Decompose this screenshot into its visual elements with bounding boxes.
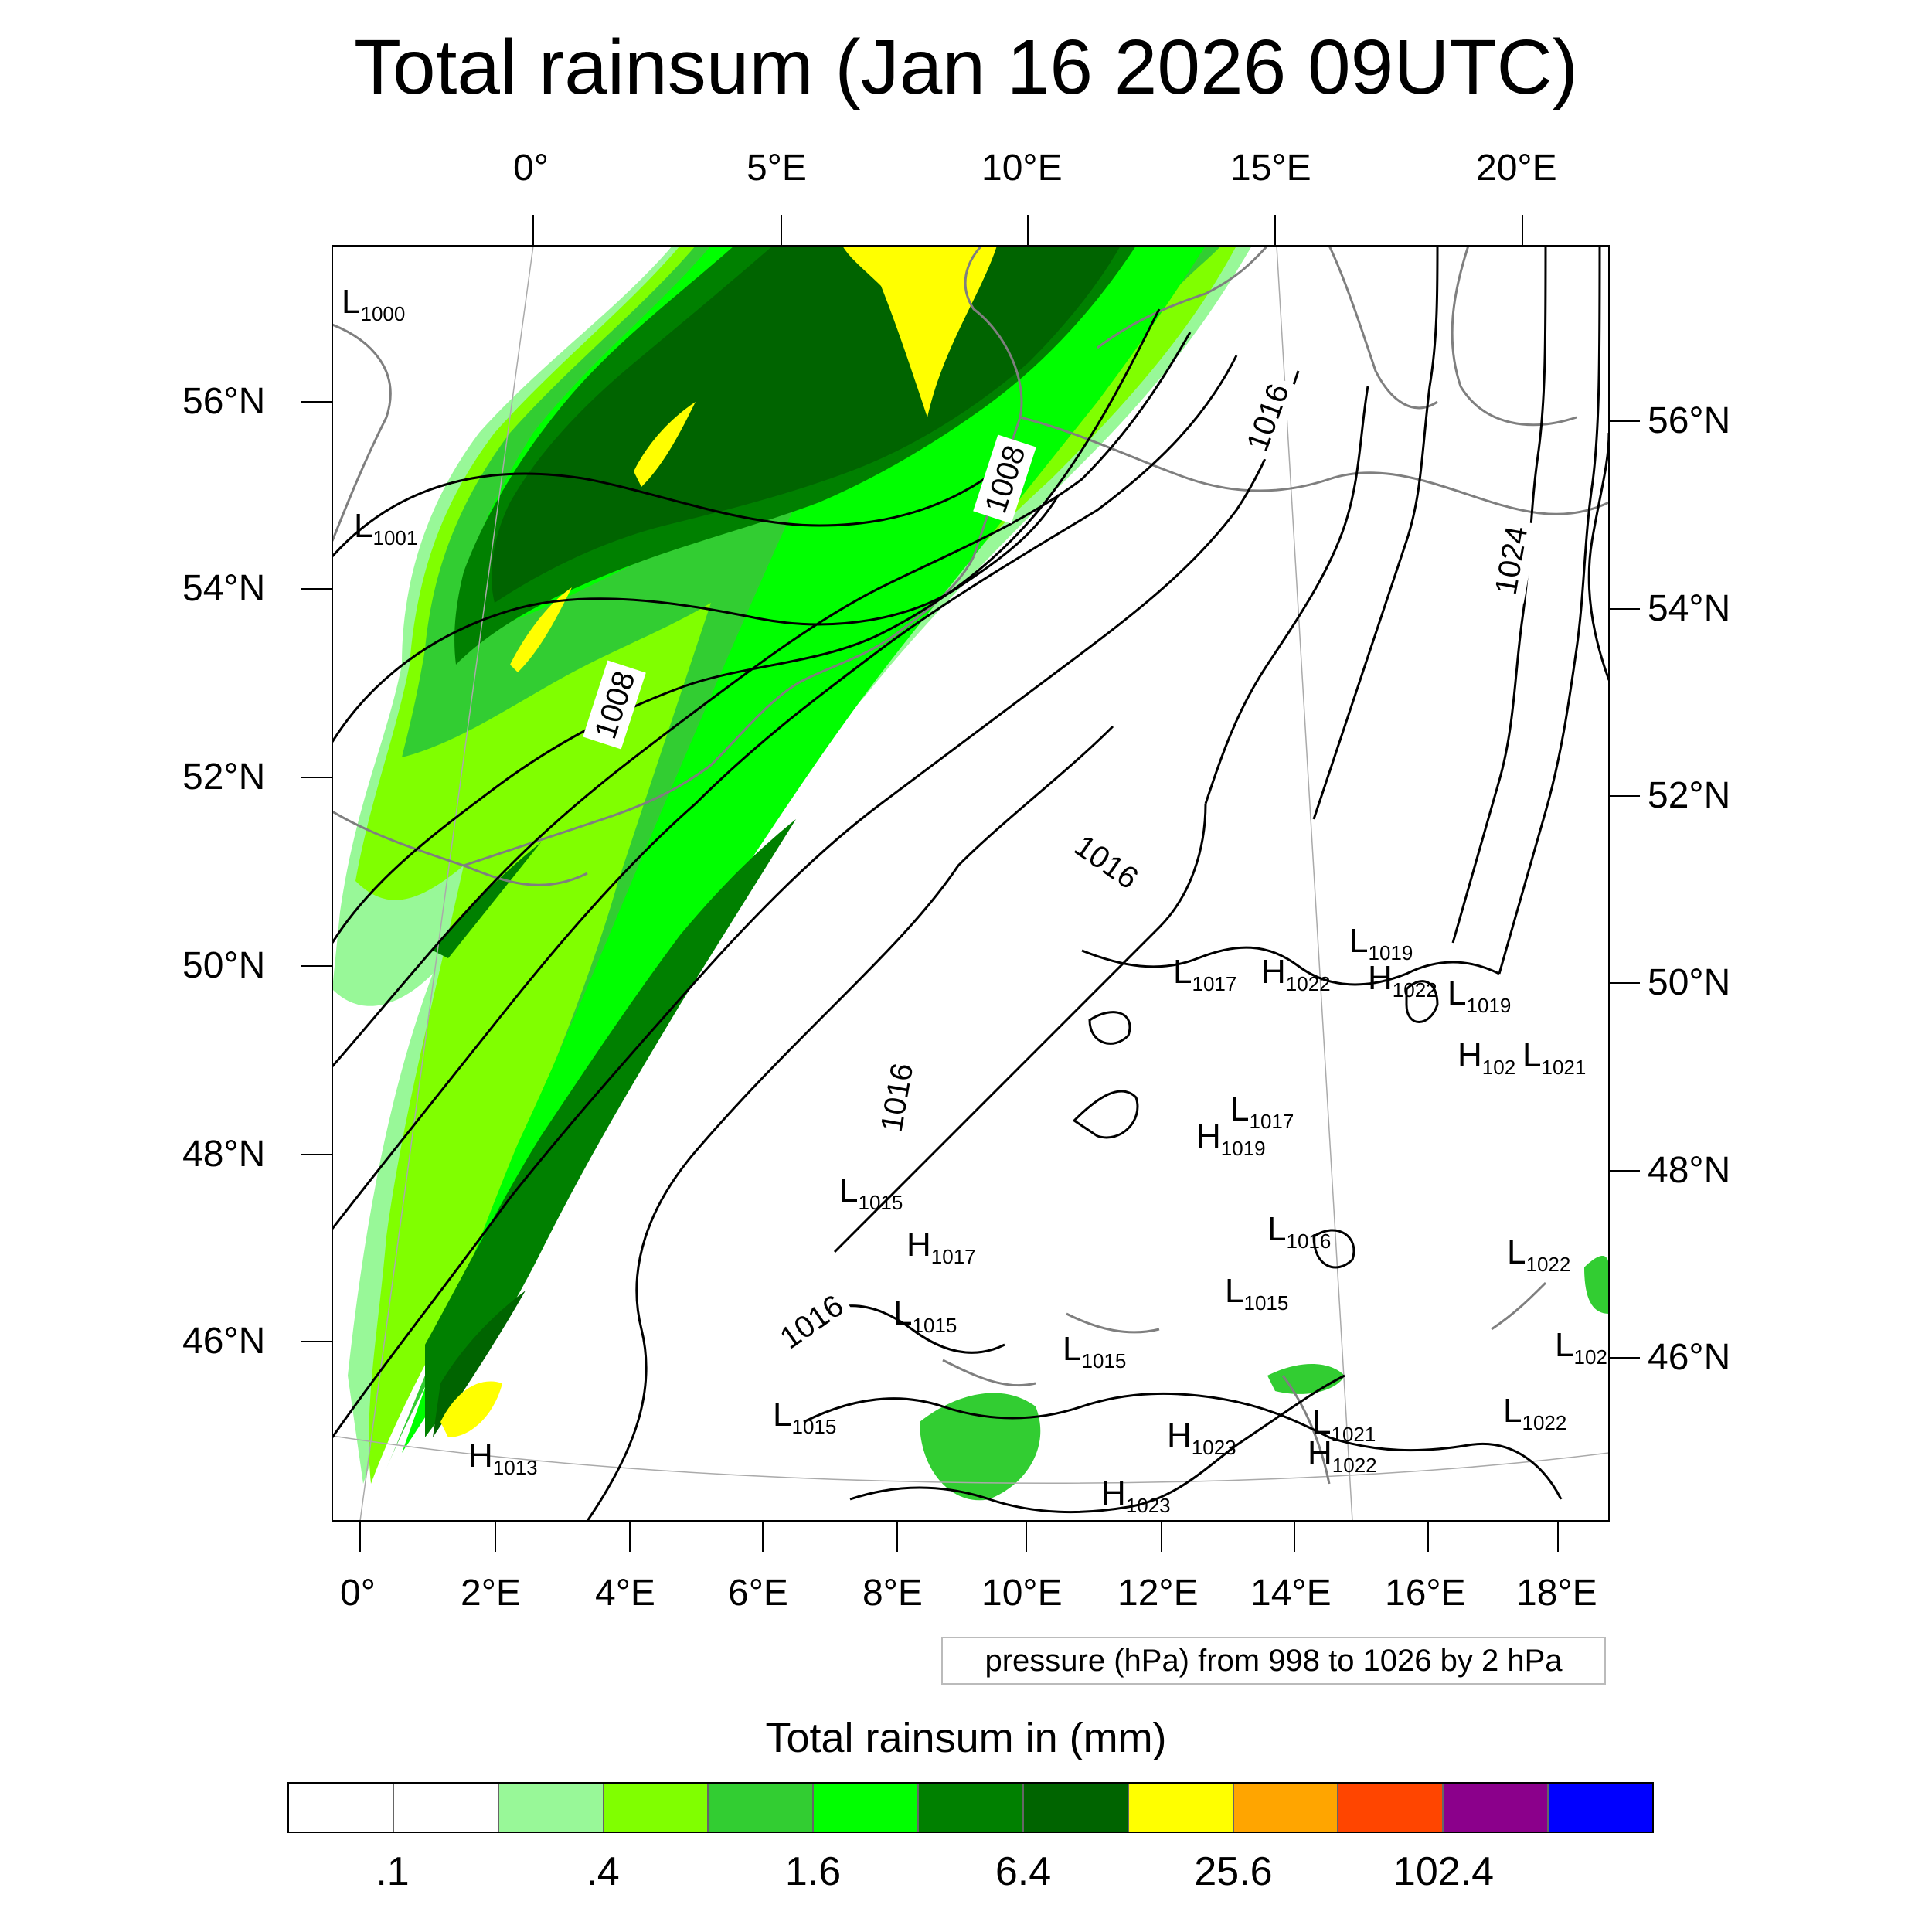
bottom-lon-label: 0° [340, 1573, 376, 1614]
colorbar-box [814, 1784, 920, 1832]
pressure-center: L1021 [1312, 1403, 1376, 1446]
pressure-center: H1022 [1368, 959, 1437, 1002]
pressure-center: L1019 [1447, 975, 1511, 1017]
colorbar-box [289, 1784, 394, 1832]
right-lat-label: 56°N [1648, 400, 1731, 441]
contour-info-box: pressure (hPa) from 998 to 1026 by 2 hPa [941, 1637, 1606, 1685]
colorbar-label: 1.6 [784, 1849, 842, 1894]
colorbar-box [1128, 1784, 1234, 1832]
pressure-center: H1019 [1196, 1117, 1266, 1160]
colorbar-box [1233, 1784, 1339, 1832]
pressure-center: L1019 [1349, 922, 1413, 964]
bottom-lon-label: 12°E [1117, 1573, 1199, 1614]
colorbar-label: .4 [586, 1849, 620, 1894]
colorbar-label: 102.4 [1393, 1849, 1495, 1894]
right-lat-label: 50°N [1648, 962, 1731, 1003]
colorbar-label: 25.6 [1194, 1849, 1273, 1894]
bottom-lon-label: 6°E [728, 1573, 788, 1614]
bottom-lon-label: 18°E [1516, 1573, 1597, 1614]
bottom-lon-label: 2°E [461, 1573, 521, 1614]
left-lat-label: 50°N [182, 945, 266, 986]
bottom-lon-label: 10°E [981, 1573, 1063, 1614]
rain-area-yellow [440, 246, 997, 1437]
bottom-lon-label: 8°E [862, 1573, 923, 1614]
pressure-center: L1022 [1507, 1233, 1570, 1276]
coastlines [332, 246, 1609, 1485]
top-lon-label: 5°E [747, 148, 807, 189]
isobar-labels: 1008 1008 1016 1016 1016 [583, 372, 1538, 1362]
right-lat-label: 48°N [1648, 1150, 1731, 1191]
colorbar-label: .1 [376, 1849, 410, 1894]
pressure-centers: L1000 L1001 H1013 L1015 H1017 L1015 L101… [342, 283, 1607, 1517]
pressure-center: H1023 [1167, 1417, 1236, 1459]
rain-area-southeast [920, 1256, 1609, 1501]
right-lat-label: 46°N [1648, 1337, 1731, 1378]
bottom-lon-label: 16°E [1385, 1573, 1466, 1614]
pressure-center: L1017 [1173, 953, 1236, 995]
colorbar-box [709, 1784, 815, 1832]
bottom-lon-label: 14°E [1250, 1573, 1332, 1614]
pressure-center: L1015 [1063, 1330, 1126, 1372]
map-frame [332, 245, 1610, 1522]
left-lat-label: 46°N [182, 1321, 266, 1362]
pressure-center: L1001 [354, 507, 417, 549]
top-lon-label: 15°E [1230, 148, 1311, 189]
top-lon-label: 0° [513, 148, 549, 189]
pressure-center: L1015 [893, 1294, 957, 1337]
colorbar-box [919, 1784, 1024, 1832]
tick-marks [301, 215, 1640, 1552]
colorbar-box [1338, 1784, 1444, 1832]
colorbar-box [1023, 1784, 1129, 1832]
graticule [332, 246, 1609, 1521]
pressure-center: L1015 [1225, 1272, 1288, 1315]
pressure-center: H1017 [906, 1226, 976, 1268]
pressure-center: L102 [1555, 1326, 1607, 1369]
isobars [332, 246, 1609, 1521]
colorbar [287, 1782, 1654, 1833]
colorbar-box [604, 1784, 709, 1832]
colorbar-box [393, 1784, 499, 1832]
pressure-center: L1016 [1267, 1210, 1331, 1253]
rain-area-darkest-green [433, 246, 1121, 1437]
colorbar-box [1444, 1784, 1549, 1832]
left-lat-label: 52°N [182, 757, 266, 798]
left-lat-label: 56°N [182, 381, 266, 422]
right-lat-label: 54°N [1648, 588, 1731, 629]
colorbar-label: 6.4 [995, 1849, 1052, 1894]
colorbar-title: Total rainsum in (mm) [765, 1715, 1167, 1761]
colorbar-box [498, 1784, 604, 1832]
top-lon-label: 20°E [1476, 148, 1557, 189]
left-lat-label: 48°N [182, 1134, 266, 1175]
top-lon-label: 10°E [981, 148, 1063, 189]
pressure-center: L1022 [1503, 1392, 1566, 1434]
pressure-center: L1015 [773, 1396, 836, 1438]
bottom-lon-label: 4°E [595, 1573, 655, 1614]
pressure-center: H1023 [1101, 1475, 1171, 1517]
map-title: Total rainsum (Jan 16 2026 09UTC) [353, 24, 1579, 111]
pressure-center: L1021 [1522, 1036, 1586, 1079]
pressure-center: L1015 [839, 1172, 903, 1214]
colorbar-box [1549, 1784, 1652, 1832]
pressure-center: H1022 [1308, 1434, 1377, 1477]
left-lat-label: 54°N [182, 568, 266, 609]
pressure-center: H1013 [468, 1437, 538, 1479]
right-lat-label: 52°N [1648, 775, 1731, 816]
pressure-center: H1022 [1261, 953, 1331, 995]
pressure-center: L1000 [342, 283, 405, 325]
pressure-center: H102 [1458, 1036, 1515, 1079]
pressure-center: L1017 [1230, 1090, 1294, 1133]
